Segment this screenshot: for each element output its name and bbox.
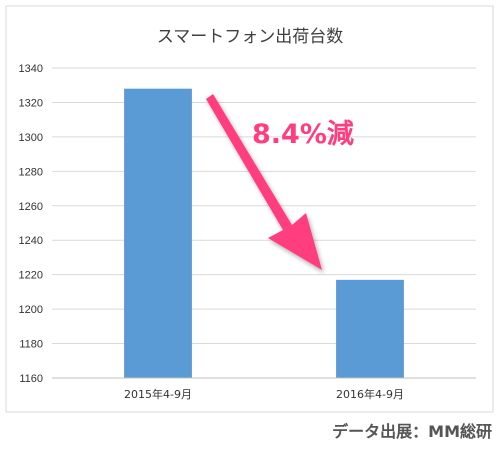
source-credit: データ出展：MM総研	[332, 422, 492, 441]
y-tick-label: 1280	[19, 166, 43, 178]
bar-1	[124, 88, 192, 379]
x-axis-categories: 2015年4-9月 2016年4-9月	[124, 387, 404, 401]
y-tick-label: 1220	[19, 270, 43, 282]
y-tick-label: 1260	[19, 201, 43, 213]
gridlines	[52, 67, 476, 345]
y-tick-label: 1300	[19, 132, 43, 144]
bar-2	[336, 279, 404, 378]
bars	[124, 88, 404, 379]
chart-frame	[5, 5, 494, 413]
y-tick-label: 1320	[19, 97, 43, 109]
decrease-annotation: 8.4%減	[252, 119, 354, 150]
y-tick-label: 1340	[19, 63, 43, 75]
decrease-arrow	[206, 94, 322, 270]
x-category-label: 2015年4-9月	[124, 387, 192, 401]
y-tick-label: 1160	[19, 373, 43, 385]
x-category-label: 2016年4-9月	[336, 387, 404, 401]
y-tick-label: 1180	[19, 339, 43, 351]
y-tick-label: 1200	[19, 304, 43, 316]
arrow-shape	[206, 94, 322, 270]
chart-title: スマートフォン出荷台数	[157, 27, 344, 47]
y-tick-label: 1240	[19, 235, 43, 247]
y-axis-ticks: 1160 1180 1200 1220 1240 1260 1280 1300 1320 1340	[19, 63, 43, 385]
